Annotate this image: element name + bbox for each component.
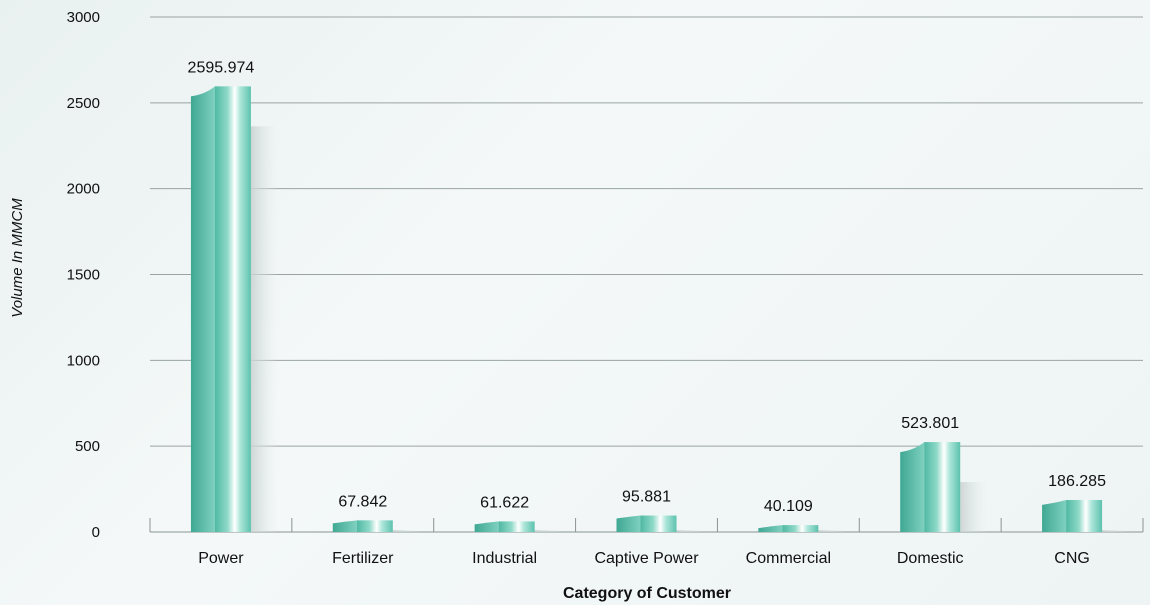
y-tick-label: 2500 <box>67 95 100 112</box>
category-label: Captive Power <box>594 550 699 567</box>
bar-industrial <box>474 521 563 532</box>
bar-shadow <box>818 530 847 532</box>
data-label: 95.881 <box>622 489 671 506</box>
bar-shadow <box>534 530 563 532</box>
bar-shoulder <box>616 515 641 532</box>
bar-shoulder <box>1042 500 1067 532</box>
category-label: Industrial <box>472 550 537 567</box>
data-label: 67.842 <box>338 493 387 510</box>
data-label: 523.801 <box>901 415 959 432</box>
y-tick-label: 2000 <box>67 181 100 198</box>
bar-power <box>190 86 279 533</box>
bar-captive-power <box>616 515 705 532</box>
bar-shadow <box>1102 530 1131 532</box>
labels: 0 500 1000 1500 2000 2500 3000 2595.974 Power 67.… <box>67 9 1106 567</box>
bar-commercial <box>758 525 847 532</box>
x-axis-title: Category of Customer <box>563 585 731 602</box>
category-label: Domestic <box>897 550 964 567</box>
y-tick-label: 1000 <box>67 352 100 369</box>
bar-shoulder <box>900 442 925 532</box>
data-label: 2595.974 <box>188 59 255 76</box>
bar-body <box>214 86 251 533</box>
y-axis-title: Volume In MMCM <box>9 198 26 318</box>
bar-body <box>924 442 961 532</box>
y-tick-label: 1500 <box>67 267 100 284</box>
bar-shadow <box>960 482 989 532</box>
bar-body <box>1066 500 1103 532</box>
category-label: CNG <box>1054 550 1090 567</box>
bar-domestic <box>900 442 989 532</box>
bar-body <box>640 515 677 532</box>
data-label: 40.109 <box>764 498 813 515</box>
bar-fertilizer <box>332 520 421 532</box>
grid-lines <box>150 16 1143 447</box>
bar-shadow <box>392 530 421 532</box>
bar-shoulder <box>758 525 783 532</box>
bar-body <box>356 520 393 532</box>
category-label: Power <box>198 550 244 567</box>
bar-body <box>782 525 819 532</box>
bar-shadow <box>676 530 705 532</box>
data-label: 186.285 <box>1048 473 1106 490</box>
bar-body <box>498 521 535 532</box>
bar-shadow <box>250 126 279 533</box>
bars <box>190 86 1131 533</box>
category-label: Commercial <box>746 550 831 567</box>
category-label: Fertilizer <box>332 550 394 567</box>
y-tick-label: 3000 <box>67 9 100 26</box>
bar-shoulder <box>474 521 499 532</box>
bar-shoulder <box>190 86 215 533</box>
bar-cng <box>1042 500 1131 532</box>
data-label: 61.622 <box>480 494 529 511</box>
bar-shoulder <box>332 520 357 532</box>
y-tick-label: 500 <box>75 438 100 455</box>
y-tick-label: 0 <box>92 524 100 541</box>
